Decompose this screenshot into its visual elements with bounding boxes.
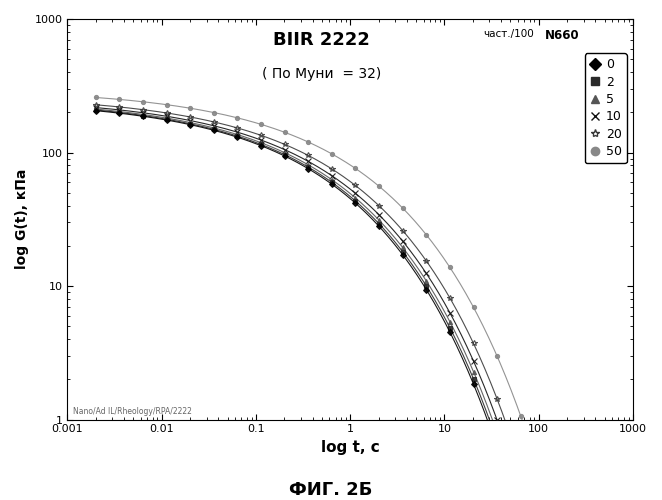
Text: Nano/Ad IL/Rheology/RPA/2222: Nano/Ad IL/Rheology/RPA/2222 [73,406,192,416]
X-axis label: log t, с: log t, с [321,440,379,455]
Text: част./100: част./100 [483,29,534,39]
Legend: 0, 2, 5, 10, 20, 50: 0, 2, 5, 10, 20, 50 [585,54,627,163]
Text: ФИГ. 2Б: ФИГ. 2Б [289,481,373,499]
Text: ( По Муни  = 32): ( По Муни = 32) [262,67,381,81]
Y-axis label: log G(t), кПа: log G(t), кПа [15,169,29,270]
Text: BIIR 2222: BIIR 2222 [273,31,370,49]
Text: N660: N660 [545,29,580,42]
